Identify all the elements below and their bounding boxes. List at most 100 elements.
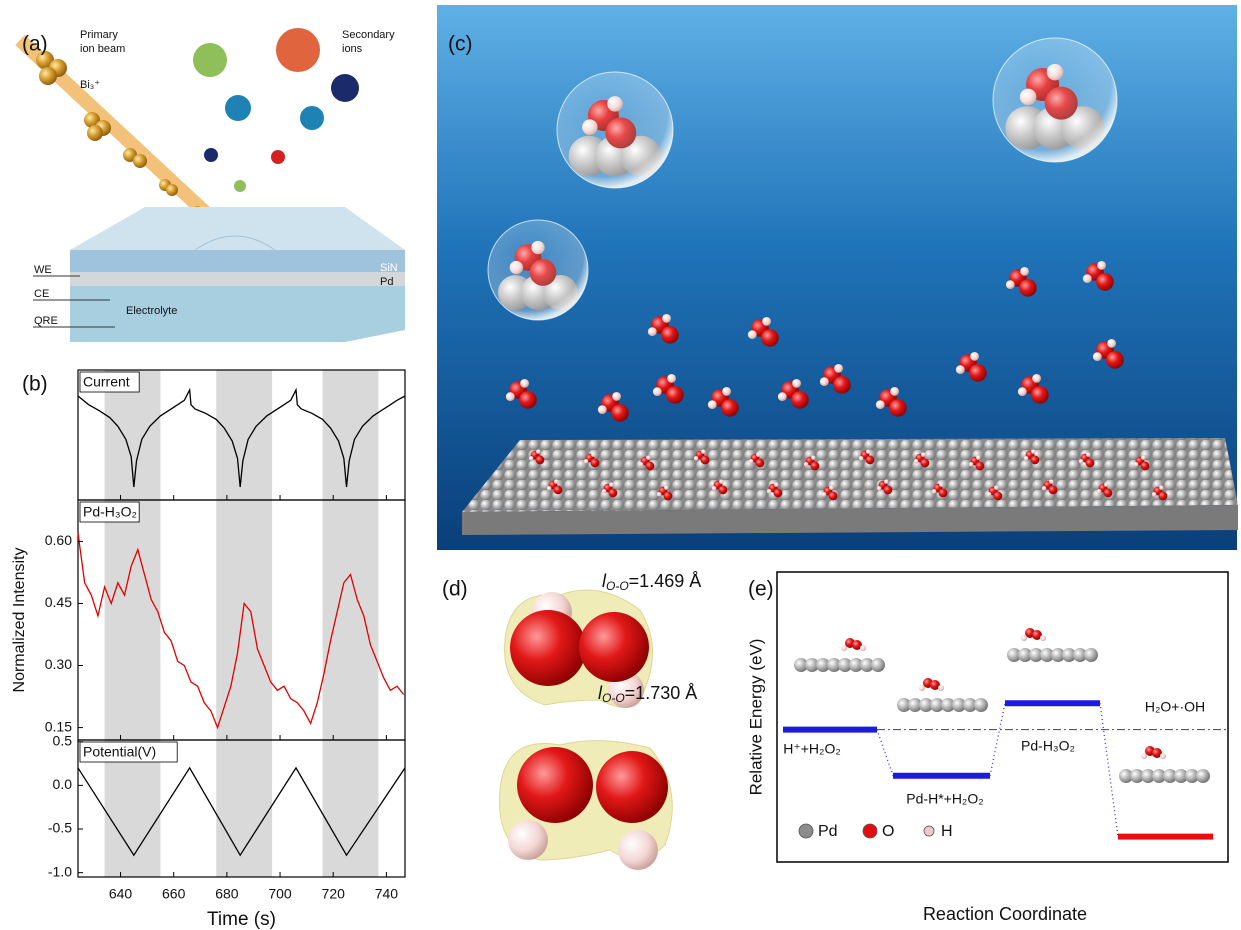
oxygen xyxy=(554,486,563,495)
y-tick-label: 0.45 xyxy=(45,594,72,610)
highlight-span xyxy=(323,370,379,877)
oxygen xyxy=(1141,462,1150,471)
oxygen xyxy=(719,486,728,495)
hydrogen xyxy=(756,453,760,457)
hydrogen xyxy=(987,492,991,496)
annotation: Pd xyxy=(380,276,393,288)
panel-a xyxy=(20,28,405,342)
oxygen xyxy=(701,456,710,465)
hydrogen xyxy=(1160,753,1166,759)
subplot-label: Pd-H₃O₂ xyxy=(83,504,137,520)
oxygen xyxy=(609,489,618,498)
hydrogen xyxy=(976,456,980,460)
hydrogen xyxy=(919,685,925,691)
pd-atom xyxy=(1196,769,1210,783)
hydrogen xyxy=(921,453,925,457)
hydrogen xyxy=(639,462,643,466)
oxygen xyxy=(591,459,600,468)
oxygen xyxy=(939,489,948,498)
hydrogen xyxy=(602,489,606,493)
hydrogen xyxy=(722,387,731,396)
bond-value: =1.730 Å xyxy=(625,683,698,703)
panel-label: (d) xyxy=(442,578,468,601)
panel-c xyxy=(437,5,1238,550)
oxygen xyxy=(646,462,655,471)
hydrogen xyxy=(884,480,888,484)
hydrogen xyxy=(646,456,650,460)
hydrogen xyxy=(1093,352,1102,361)
hydrogen xyxy=(767,489,771,493)
oxygen xyxy=(519,391,537,409)
hydrogen xyxy=(1104,483,1108,487)
x-tick-label: 680 xyxy=(215,886,239,902)
hydrogen xyxy=(1141,456,1145,460)
hydrogen xyxy=(1049,480,1053,484)
hydrogen xyxy=(1024,456,1028,460)
y-tick-label: -1.0 xyxy=(48,863,72,879)
bond-subscript: O-O xyxy=(606,579,629,593)
hydrogen xyxy=(820,377,829,386)
subplot-label: Potential(V) xyxy=(83,744,156,760)
level-label: Pd-H₃O₂ xyxy=(1021,738,1075,754)
annotation: ion beam xyxy=(80,43,125,55)
y-axis-label: Relative Energy (eV) xyxy=(746,639,765,796)
hydrogen xyxy=(694,456,698,460)
annotation: CE xyxy=(34,288,49,300)
panel-label: (b) xyxy=(22,373,48,396)
annotation: Primary xyxy=(80,29,118,41)
hydrogen xyxy=(859,456,863,460)
oxygen xyxy=(976,462,985,471)
hydrogen xyxy=(1006,280,1015,289)
x-tick-label: 640 xyxy=(109,886,133,902)
oxygen xyxy=(1096,273,1114,291)
hydrogen xyxy=(834,364,843,373)
panel-label: (c) xyxy=(448,33,473,56)
hydrogen xyxy=(1152,492,1156,496)
hydrogen xyxy=(811,456,815,460)
annotation: QRE xyxy=(34,315,58,327)
hydrogen xyxy=(994,486,998,490)
bond-subscript: O-O xyxy=(602,691,625,705)
panel-label: (a) xyxy=(22,33,48,56)
hydrogen xyxy=(547,486,551,490)
hydrogen xyxy=(1031,450,1035,454)
hydrogen xyxy=(1018,387,1027,396)
hydrogen xyxy=(506,392,515,401)
level-label: H⁺+H₂O₂ xyxy=(783,741,841,757)
hydrogen xyxy=(822,492,826,496)
hydrogen xyxy=(1097,489,1101,493)
hydrogen xyxy=(657,492,661,496)
oxygen xyxy=(1019,279,1037,297)
oxygen xyxy=(611,404,629,422)
oxygen xyxy=(889,399,907,417)
oxygen xyxy=(1159,492,1168,501)
highlight-span xyxy=(216,370,272,877)
panel-d xyxy=(500,590,673,870)
y-tick-label: 0.30 xyxy=(45,656,72,672)
oxygen xyxy=(1031,386,1049,404)
hydrogen xyxy=(969,462,973,466)
hydrogen xyxy=(748,330,757,339)
x-tick-label: 720 xyxy=(322,886,346,902)
subplot-label: Current xyxy=(83,374,130,390)
hydrogen xyxy=(536,450,540,454)
hydrogen xyxy=(938,685,944,691)
hydrogen xyxy=(774,483,778,487)
annotation: SiN xyxy=(380,262,398,274)
annotation: Electrolyte xyxy=(126,305,177,317)
y-tick-label: -0.5 xyxy=(48,820,72,836)
y-tick-label: 0.60 xyxy=(45,532,72,548)
hydrogen xyxy=(1079,459,1083,463)
hydrogen xyxy=(719,480,723,484)
hydrogen xyxy=(653,387,662,396)
oxygen xyxy=(811,462,820,471)
hydrogen xyxy=(778,392,787,401)
bond-value: =1.469 Å xyxy=(629,571,702,591)
hydrogen xyxy=(1032,374,1041,383)
oxygen xyxy=(664,492,673,501)
oxygen xyxy=(1031,456,1040,465)
hydrogen xyxy=(890,387,899,396)
x-axis-label: Reaction Coordinate xyxy=(923,904,1087,924)
hydrogen xyxy=(956,365,965,374)
oxygen xyxy=(1104,489,1113,498)
